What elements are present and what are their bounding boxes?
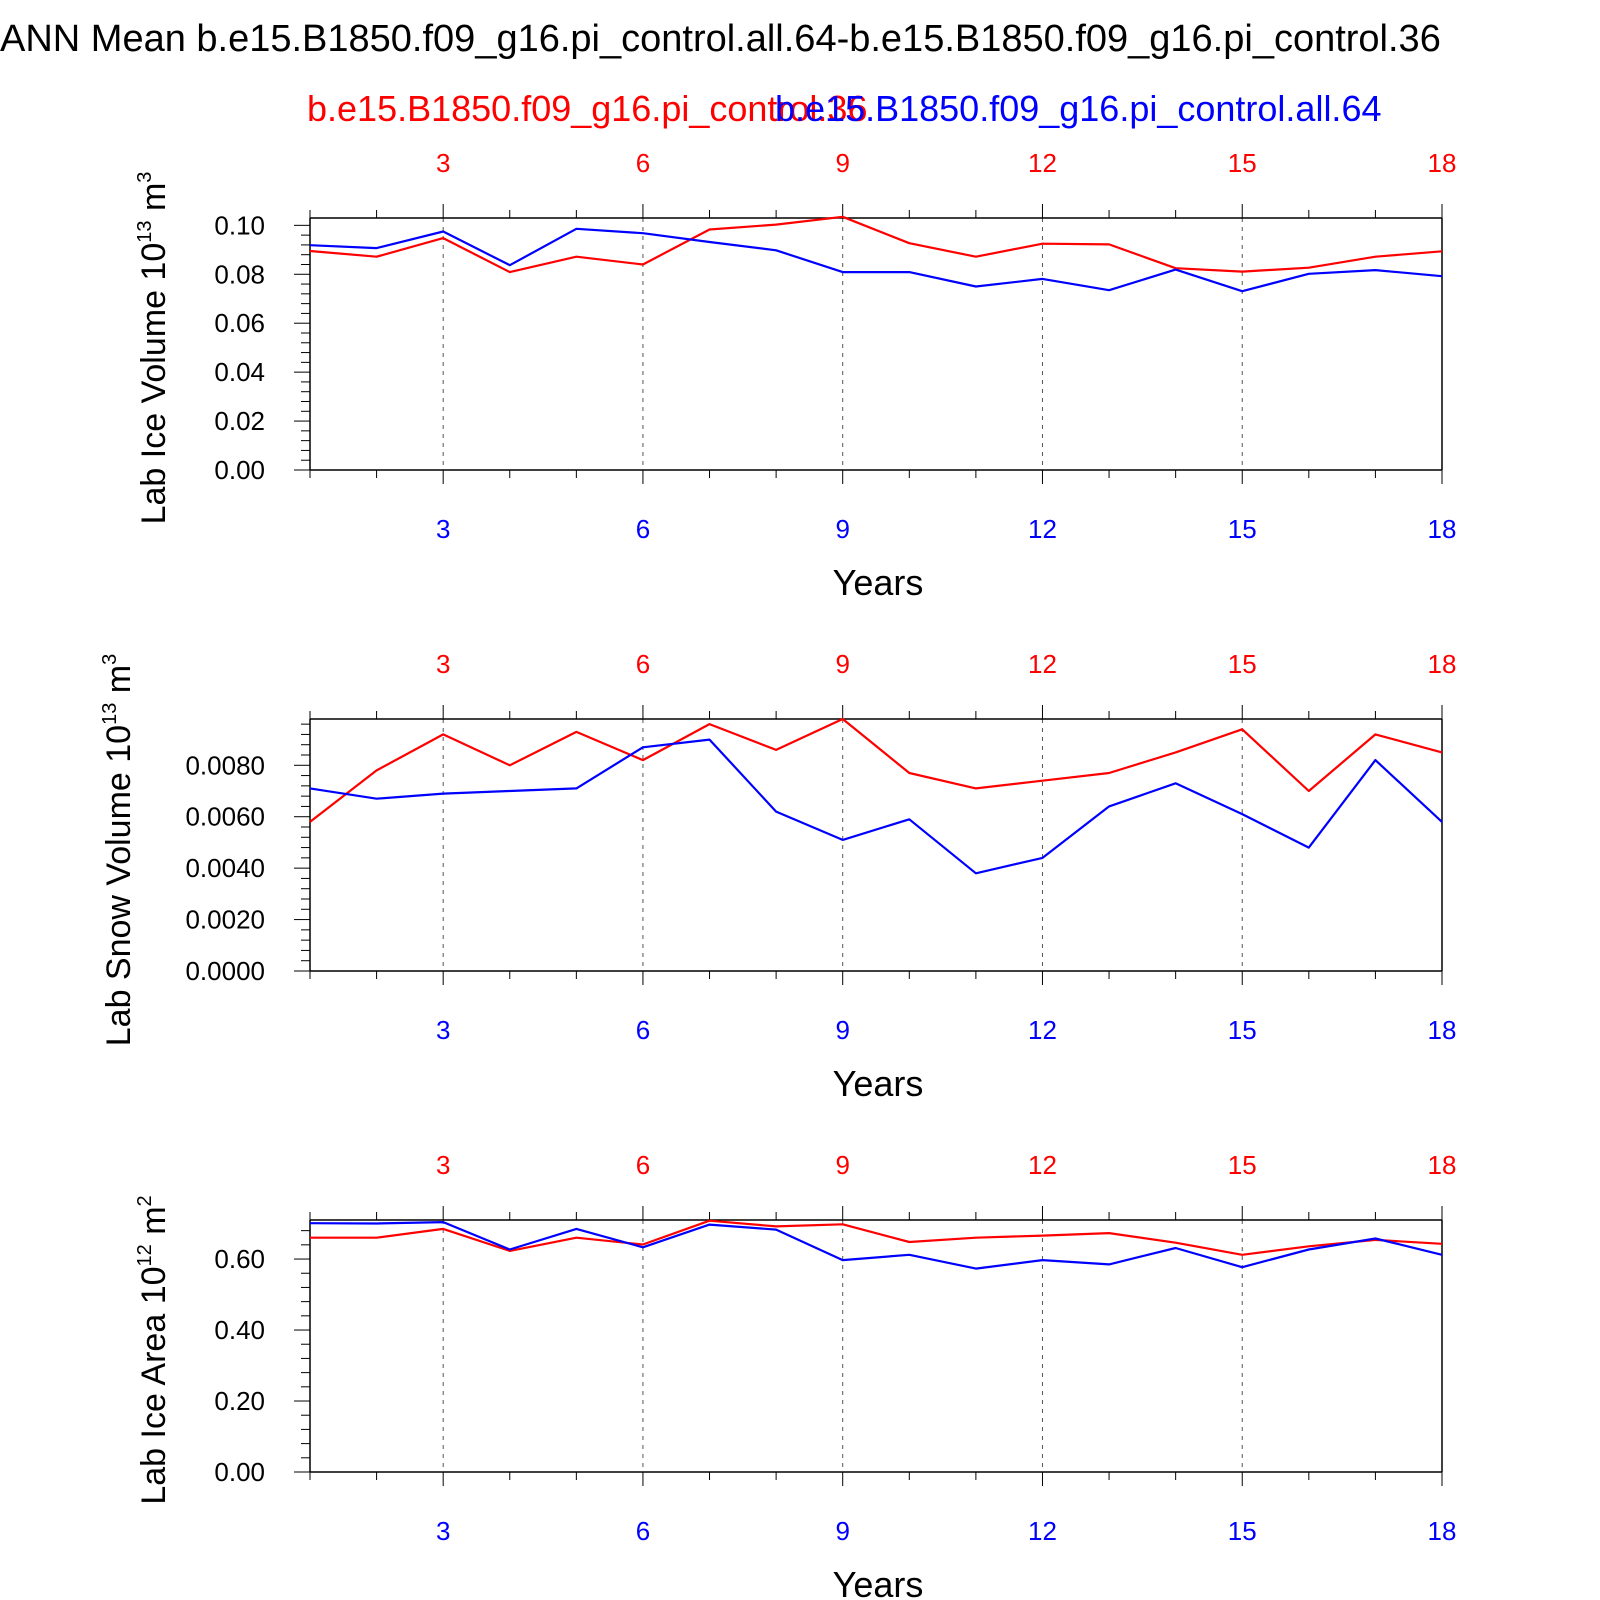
y-axis-label-unit: m: [100, 665, 138, 703]
x-tick-label-bottom: 18: [1428, 1516, 1457, 1546]
y-axis-label-power: 2: [134, 1195, 156, 1206]
x-tick-label-bottom: 15: [1228, 1015, 1257, 1045]
y-tick-label: 0.20: [214, 1386, 265, 1416]
x-tick-label-top: 9: [835, 649, 849, 679]
series-line-blue: [309, 227, 1443, 293]
x-tick-label-bottom: 12: [1028, 514, 1057, 544]
legend-blue-series: b.e15.B1850.f09_g16.pi_control.all.64: [775, 88, 1382, 129]
y-axis-label-unit: m: [135, 1206, 173, 1244]
x-tick-label-top: 15: [1228, 1150, 1257, 1180]
x-tick-label-bottom: 9: [835, 514, 849, 544]
series-line-red: [309, 717, 1443, 823]
y-tick-label: 0.0040: [185, 853, 265, 883]
y-tick-label: 0.60: [214, 1244, 265, 1274]
panel-2: 3 3 6 6 9 9 12 12 15 15 18 18 0.0000 0.0020 0.0040 0.00…: [99, 649, 1456, 1104]
x-axis-label: Years: [833, 1564, 924, 1600]
y-tick-label: 0.00: [214, 455, 265, 485]
x-axis-label: Years: [833, 562, 924, 603]
x-tick-label-top: 9: [835, 148, 849, 178]
chart-title: ANN Mean b.e15.B1850.f09_g16.pi_control.…: [0, 18, 1441, 60]
x-tick-label-bottom: 15: [1228, 514, 1257, 544]
panel-3: 3 3 6 6 9 9 12 12 15 15 18 18 0.00 0.20 0.40 0.60 Lab Ic…: [134, 1150, 1456, 1600]
y-tick-label: 0.04: [214, 357, 265, 387]
x-tick-label-bottom: 9: [835, 1015, 849, 1045]
y-tick-label: 0.02: [214, 406, 265, 436]
y-axis-label-power: 3: [99, 654, 121, 665]
y-axis-label: Lab Ice Area 1012 m2: [134, 1195, 173, 1504]
x-tick-label-bottom: 6: [636, 1015, 650, 1045]
x-tick-label-top: 12: [1028, 148, 1057, 178]
y-tick-label: 0.0080: [185, 750, 265, 780]
y-axis-label: Lab Snow Volume 1013 m3: [99, 654, 138, 1047]
y-axis-label-unit: m: [135, 183, 173, 221]
y-axis-label-exp: 13: [134, 221, 156, 243]
x-tick-label-top: 3: [436, 1150, 450, 1180]
y-axis-label-power: 3: [134, 172, 156, 183]
y-tick-label: 0.08: [214, 259, 265, 289]
x-tick-label-top: 18: [1428, 649, 1457, 679]
x-tick-label-bottom: 12: [1028, 1015, 1057, 1045]
y-axis-label: Lab Ice Volume 1013 m3: [134, 172, 173, 525]
series-line-blue: [309, 1220, 1443, 1270]
x-tick-label-top: 3: [436, 148, 450, 178]
x-tick-label-bottom: 18: [1428, 514, 1457, 544]
x-tick-label-top: 6: [636, 649, 650, 679]
x-tick-label-bottom: 3: [436, 1015, 450, 1045]
legend-red-series: b.e15.B1850.f09_g16.pi_control.36: [307, 88, 868, 129]
x-tick-label-top: 12: [1028, 649, 1057, 679]
x-tick-label-bottom: 18: [1428, 1015, 1457, 1045]
x-tick-label-top: 12: [1028, 1150, 1057, 1180]
x-tick-label-bottom: 6: [636, 1516, 650, 1546]
x-tick-label-top: 18: [1428, 148, 1457, 178]
y-axis-label-exp: 12: [134, 1244, 156, 1266]
x-tick-label-top: 9: [835, 1150, 849, 1180]
x-tick-label-bottom: 3: [436, 514, 450, 544]
x-axis-label: Years: [833, 1063, 924, 1104]
x-tick-label-bottom: 15: [1228, 1516, 1257, 1546]
x-tick-label-top: 6: [636, 1150, 650, 1180]
x-tick-label-bottom: 6: [636, 514, 650, 544]
y-tick-label: 0.10: [214, 210, 265, 240]
x-tick-label-top: 15: [1228, 148, 1257, 178]
x-tick-label-bottom: 3: [436, 1516, 450, 1546]
y-tick-label: 0.0020: [185, 905, 265, 935]
x-tick-label-top: 3: [436, 649, 450, 679]
y-tick-label: 0.40: [214, 1315, 265, 1345]
x-tick-label-top: 15: [1228, 649, 1257, 679]
x-tick-label-top: 18: [1428, 1150, 1457, 1180]
y-axis-label-text: Lab Ice Area 10: [135, 1266, 173, 1504]
x-tick-label-bottom: 9: [835, 1516, 849, 1546]
y-tick-label: 0.0060: [185, 802, 265, 832]
series-line-red: [309, 215, 1443, 274]
panel-1: 3 3 6 6 9 9 12 12 15 15 18 18 0.00 0.02 0.04 0.06 0.08 0.…: [134, 148, 1456, 603]
y-axis-label-exp: 13: [99, 703, 121, 725]
series-line-red: [310, 1219, 1443, 1256]
x-tick-label-top: 6: [636, 148, 650, 178]
x-tick-label-bottom: 12: [1028, 1516, 1057, 1546]
y-axis-label-text: Lab Snow Volume 10: [100, 725, 138, 1046]
y-tick-label: 0.06: [214, 308, 265, 338]
series-line-blue: [309, 738, 1443, 875]
y-axis-label-text: Lab Ice Volume 10: [135, 243, 173, 525]
y-tick-label: 0.00: [214, 1457, 265, 1487]
y-tick-label: 0.0000: [185, 956, 265, 986]
